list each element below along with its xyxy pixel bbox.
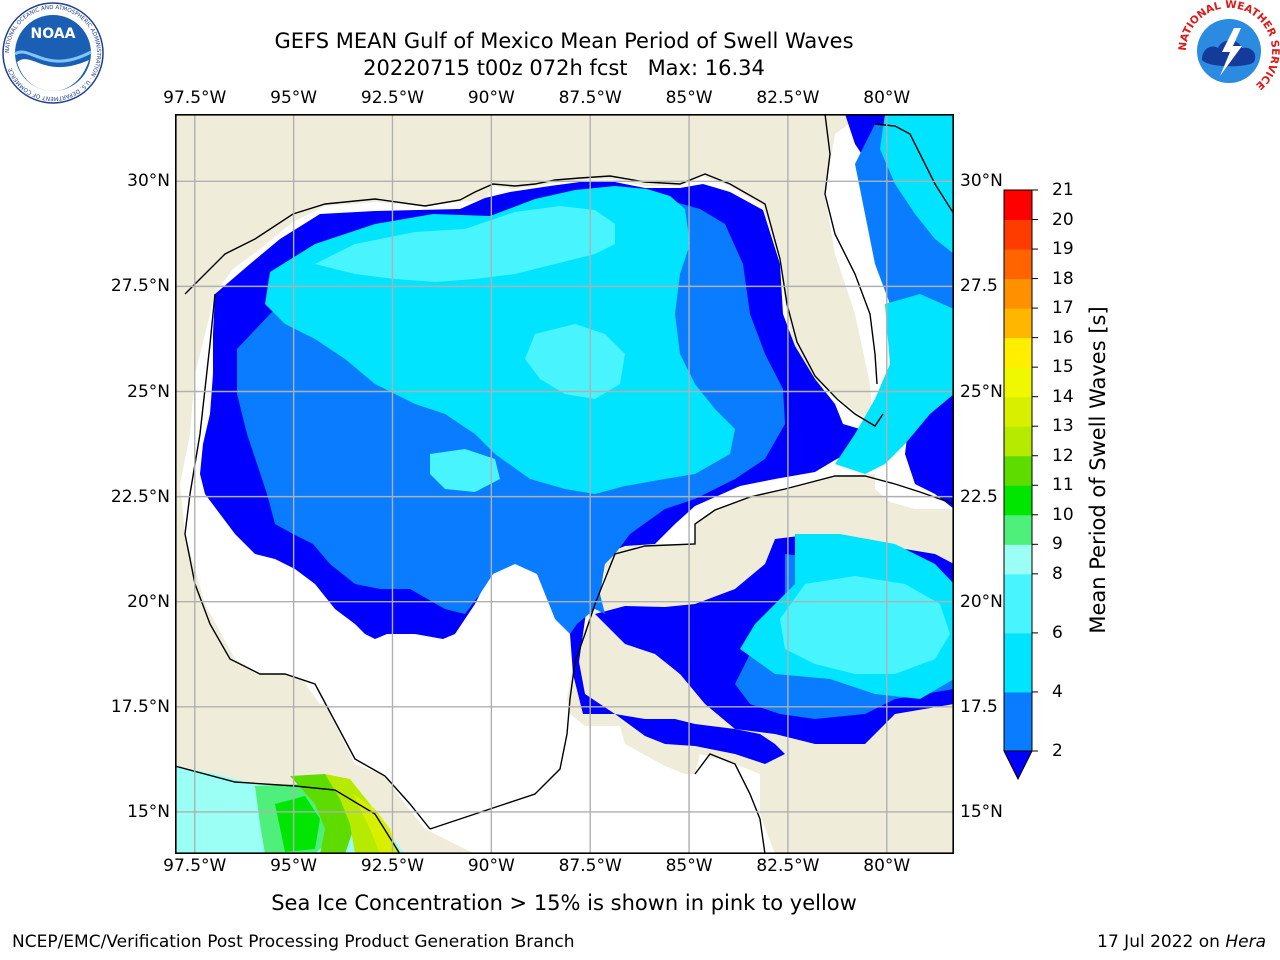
colorbar-tick-label-8: 13 bbox=[1052, 416, 1074, 437]
colorbar-tick-label-14: 6 bbox=[1052, 622, 1063, 643]
colorbar-bin-13 bbox=[1004, 249, 1032, 280]
colorbar-label: Mean Period of Swell Waves [s] bbox=[1086, 306, 1110, 634]
lon-tick-bottom-6: 82.5°W bbox=[756, 856, 820, 876]
lon-tick-bottom-7: 80°W bbox=[863, 856, 911, 876]
lat-tick-right-5: 17.5 bbox=[960, 696, 998, 717]
footer-date: 17 Jul 2022 on Hera bbox=[1097, 932, 1266, 952]
swell-6-8s-center bbox=[525, 324, 625, 399]
colorbar-tick-label-10: 11 bbox=[1052, 475, 1074, 496]
lat-tick-left-2: 25°N bbox=[127, 381, 170, 402]
lat-tick-right-6: 15°N bbox=[960, 801, 1003, 822]
lon-tick-top-3: 90°W bbox=[467, 88, 515, 108]
lat-tick-left-0: 30°N bbox=[127, 171, 170, 192]
colorbar-bin-14 bbox=[1004, 219, 1032, 250]
colorbar-bin-9 bbox=[1004, 367, 1032, 398]
colorbar-tick-label-2: 19 bbox=[1052, 239, 1074, 260]
colorbar-bin-3 bbox=[1004, 544, 1032, 575]
colorbar-bin-1 bbox=[1004, 632, 1032, 693]
chart-title: GEFS MEAN Gulf of Mexico Mean Period of … bbox=[274, 29, 854, 53]
colorbar-tick-label-16: 2 bbox=[1052, 741, 1063, 761]
chart-subtitle: 20220715 t00z 072h fcst Max: 16.34 bbox=[363, 56, 765, 80]
colorbar-bin-8 bbox=[1004, 396, 1032, 427]
lat-tick-right-2: 25°N bbox=[960, 381, 1003, 402]
swell-4-6s-florida bbox=[880, 114, 954, 254]
colorbar-bin-11 bbox=[1004, 308, 1032, 339]
swell-6-8s bbox=[315, 206, 615, 282]
noaa-logo-text: NOAA bbox=[31, 26, 76, 42]
lat-tick-right-3: 22.5 bbox=[960, 486, 998, 507]
coastline bbox=[175, 114, 954, 854]
colorbar-tick-label-7: 14 bbox=[1052, 386, 1074, 407]
colorbar-extend-triangle bbox=[1003, 750, 1033, 781]
lon-tick-bottom-0: 97.5°W bbox=[163, 856, 227, 876]
colorbar-frame bbox=[1003, 189, 1033, 752]
lon-tick-bottom-3: 90°W bbox=[467, 856, 515, 876]
no-data-bay-of-campeche bbox=[305, 649, 355, 704]
colorbar-tick-label-9: 12 bbox=[1052, 445, 1074, 466]
lon-tick-bottom-2: 92.5°W bbox=[360, 856, 425, 876]
lon-tick-top-1: 95°W bbox=[270, 88, 318, 108]
pacific-swell-10-11s bbox=[275, 796, 320, 852]
lon-tick-top-6: 82.5°W bbox=[756, 88, 820, 108]
colorbar-bin-6 bbox=[1004, 455, 1032, 486]
colorbar-tick-label-4: 17 bbox=[1052, 298, 1074, 319]
footer-branch: NCEP/EMC/Verification Post Processing Pr… bbox=[12, 932, 575, 952]
colorbar-bin-2 bbox=[1004, 573, 1032, 634]
colorbar bbox=[1003, 189, 1038, 781]
colorbar-tick-label-1: 20 bbox=[1052, 209, 1074, 230]
colorbar-tick-label-11: 10 bbox=[1052, 504, 1074, 525]
colorbar-bin-4 bbox=[1004, 514, 1032, 545]
colorbar-tick-label-0: 21 bbox=[1052, 180, 1074, 200]
lon-tick-bottom-4: 87.5°W bbox=[558, 856, 622, 876]
lon-tick-top-4: 87.5°W bbox=[558, 88, 622, 108]
colorbar-tick-label-5: 16 bbox=[1052, 327, 1074, 348]
colorbar-tick-label-6: 15 bbox=[1052, 357, 1074, 378]
gridlines bbox=[175, 114, 954, 854]
colorbar-bin-12 bbox=[1004, 278, 1032, 309]
lon-tick-bottom-5: 85°W bbox=[665, 856, 713, 876]
sea-ice-note: Sea Ice Concentration > 15% is shown in … bbox=[271, 891, 857, 915]
colorbar-bin-7 bbox=[1004, 426, 1032, 457]
swell-6-8s-caribbean bbox=[780, 576, 950, 674]
lat-tick-left-5: 17.5°N bbox=[110, 696, 170, 717]
lat-tick-right-0: 30°N bbox=[960, 171, 1003, 192]
swell-6-8s-south bbox=[430, 449, 500, 492]
noaa-logo: NOAA NATIONAL OCEANIC AND ATMOSPHERIC AD… bbox=[2, 2, 104, 104]
lon-tick-top-7: 80°W bbox=[863, 88, 911, 108]
colorbar-bin-10 bbox=[1004, 337, 1032, 368]
lat-tick-left-1: 27.5°N bbox=[110, 276, 170, 297]
map-frame bbox=[175, 114, 954, 854]
swell-4-6s-florida-straits bbox=[835, 294, 954, 474]
lon-tick-top-5: 85°W bbox=[665, 88, 713, 108]
lat-tick-right-4: 20°N bbox=[960, 591, 1003, 612]
colorbar-bin-15 bbox=[1004, 190, 1032, 221]
footer-date-text: 17 Jul 2022 on bbox=[1097, 932, 1226, 952]
gulf-map bbox=[175, 114, 954, 854]
lon-tick-bottom-1: 95°W bbox=[270, 856, 318, 876]
colorbar-tick-label-3: 18 bbox=[1052, 268, 1074, 289]
lon-tick-top-0: 97.5°W bbox=[163, 88, 227, 108]
lon-tick-top-2: 92.5°W bbox=[360, 88, 425, 108]
pacific-swell-13-14s bbox=[353, 794, 397, 854]
lat-tick-left-3: 22.5°N bbox=[110, 486, 170, 507]
lat-tick-left-4: 20°N bbox=[127, 591, 170, 612]
lat-tick-right-1: 27.5 bbox=[960, 276, 998, 297]
colorbar-bin-5 bbox=[1004, 485, 1032, 516]
colorbar-tick-label-15: 4 bbox=[1052, 681, 1063, 702]
footer-host: Hera bbox=[1225, 932, 1266, 952]
colorbar-tick-label-13: 8 bbox=[1052, 563, 1063, 584]
colorbar-bin-0 bbox=[1004, 691, 1032, 752]
colorbar-tick-label-12: 9 bbox=[1052, 534, 1063, 555]
nws-logo: NATIONAL WEATHER SERVICE bbox=[1178, 0, 1280, 101]
lat-tick-left-6: 15°N bbox=[127, 801, 170, 822]
